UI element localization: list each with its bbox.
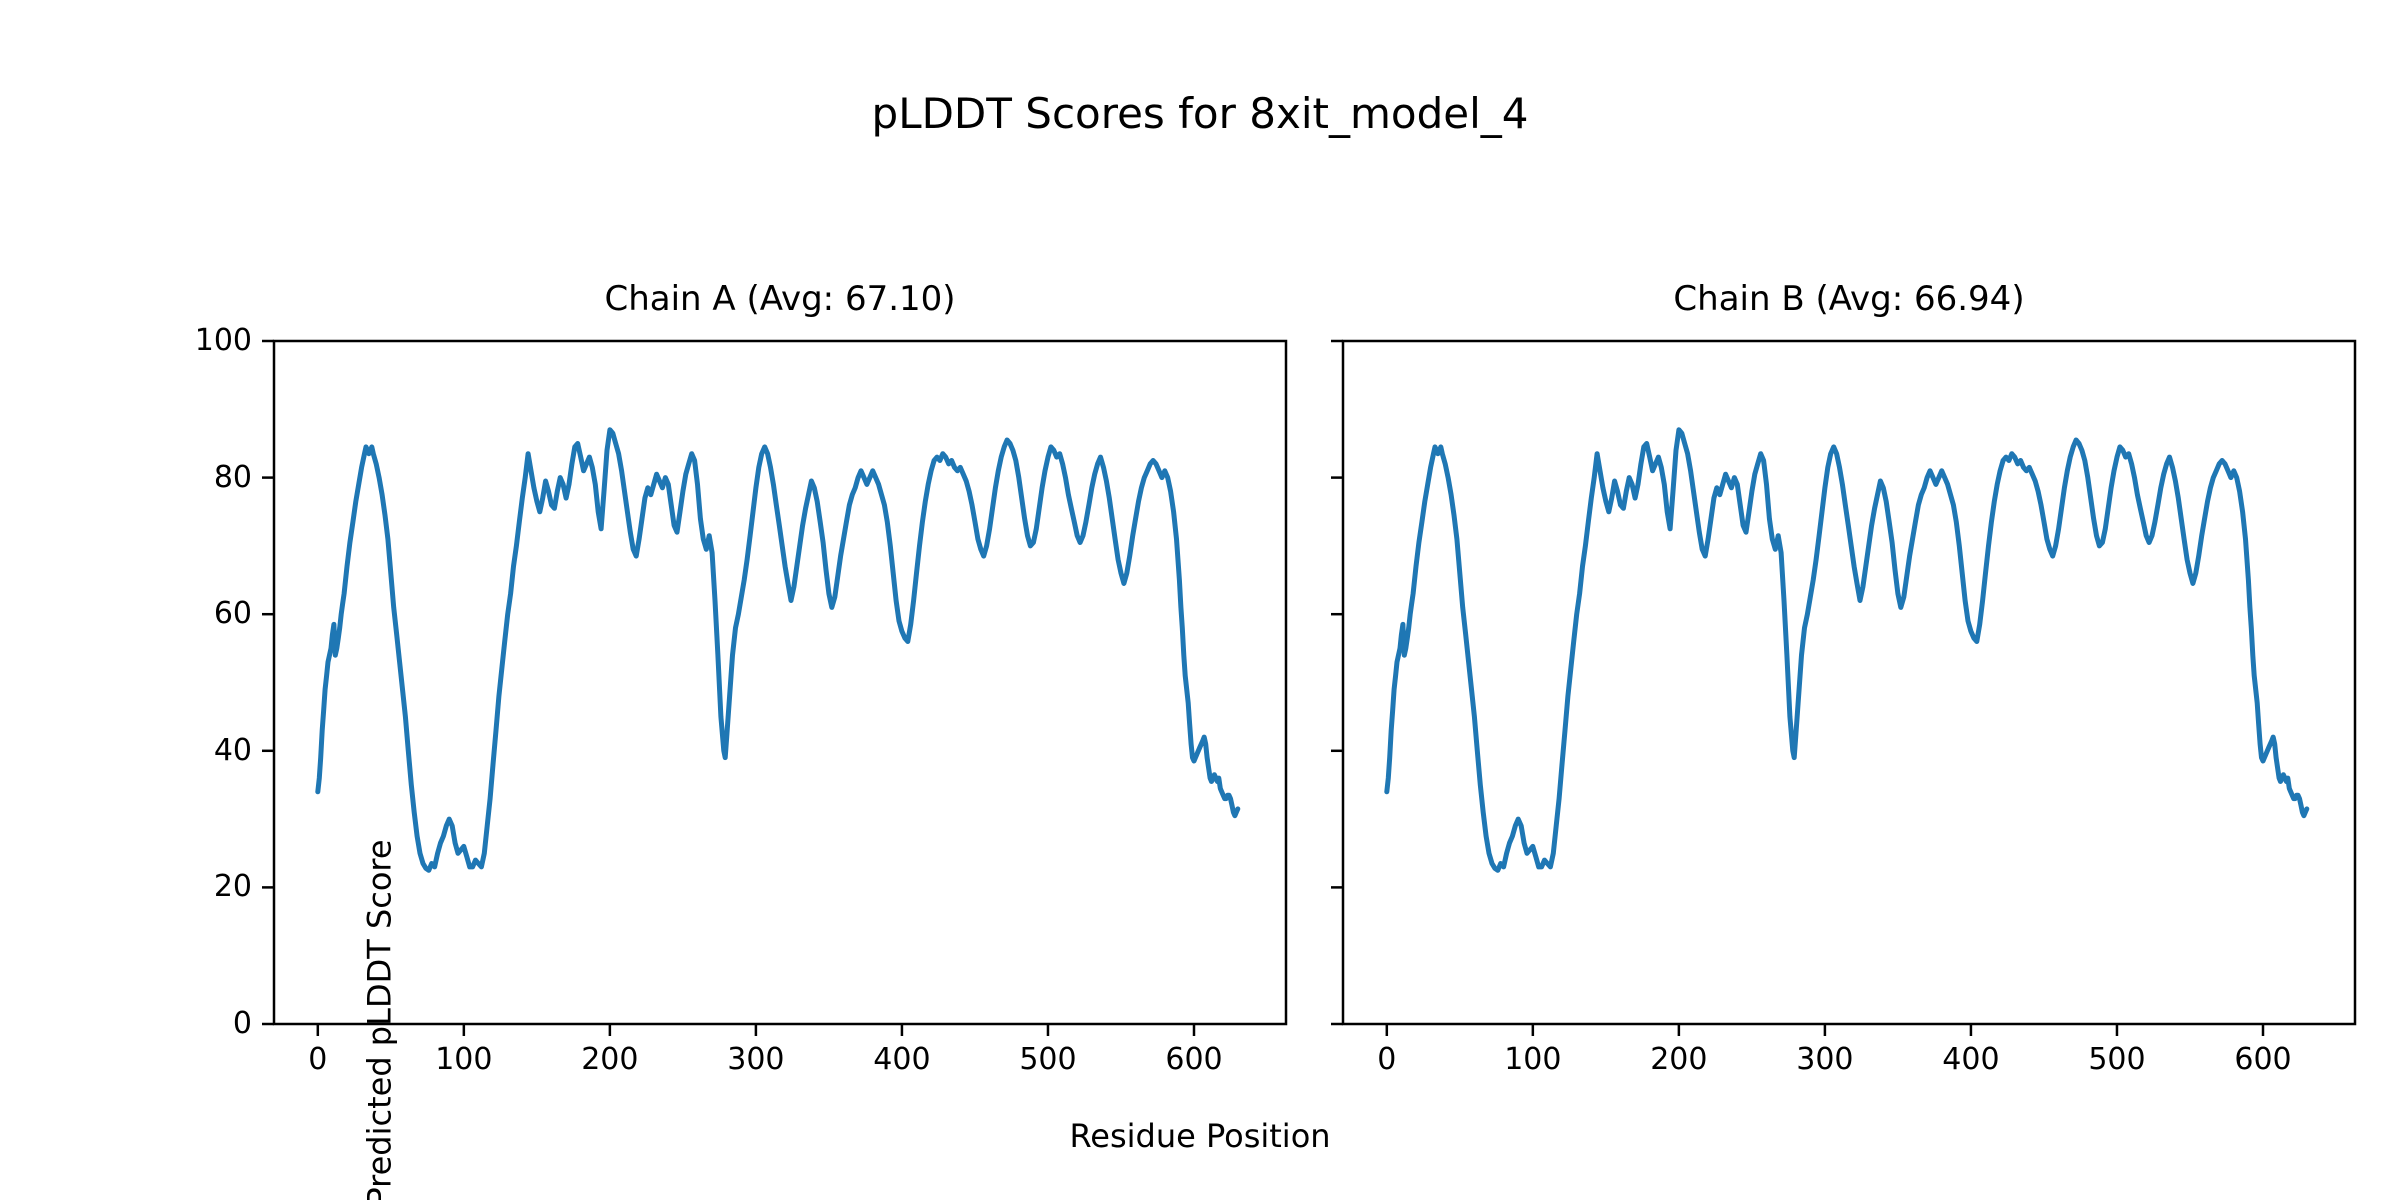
x-tick-label: 100 [1504,1042,1562,1077]
axes-spines [272,339,1288,1026]
plddt-line [1384,427,2310,873]
y-tick-label: 0 [232,1006,252,1041]
y-tick-label: 100 [194,323,252,358]
x-tick-label: 600 [1165,1042,1223,1077]
subplot-title-chain-b: Chain B (Avg: 66.94) [1673,279,2025,319]
line-plot-chain-b [1331,339,2357,1036]
x-tick-label: 100 [435,1042,493,1077]
x-tick-label: 600 [2234,1042,2292,1077]
x-tick-label: 300 [727,1042,785,1077]
x-tick-label: 0 [1377,1042,1397,1077]
y-tick-label: 80 [213,459,252,495]
x-tick-label: 200 [581,1042,639,1077]
y-tick-label: 60 [213,596,252,632]
subplot-chain-b: Chain B (Avg: 66.94) 0 100 200 300 400 500 600 [1331,279,2357,1077]
x-axis-label: Residue Position [1069,1117,1331,1155]
x-tick-label: 500 [2088,1042,2146,1077]
y-tick-label: 40 [213,732,252,768]
x-tick-label: 0 [308,1042,328,1077]
x-tick-label: 300 [1796,1042,1854,1077]
line-plot-chain-a [262,339,1288,1036]
figure-title: pLDDT Scores for 8xit_model_4 [871,89,1529,138]
axes-spines [1341,339,2357,1026]
x-tick-label: 500 [1019,1042,1077,1077]
x-tick-label: 400 [873,1042,931,1077]
subplot-chain-a: Chain A (Avg: 67.10) Predicted pLDDT Sco… [195,279,1288,1200]
x-tick-label: 400 [1942,1042,2000,1077]
subplot-title-chain-a: Chain A (Avg: 67.10) [604,279,956,319]
x-tick-label: 200 [1650,1042,1708,1077]
plddt-line [315,427,1241,873]
y-tick-label: 20 [213,869,252,905]
